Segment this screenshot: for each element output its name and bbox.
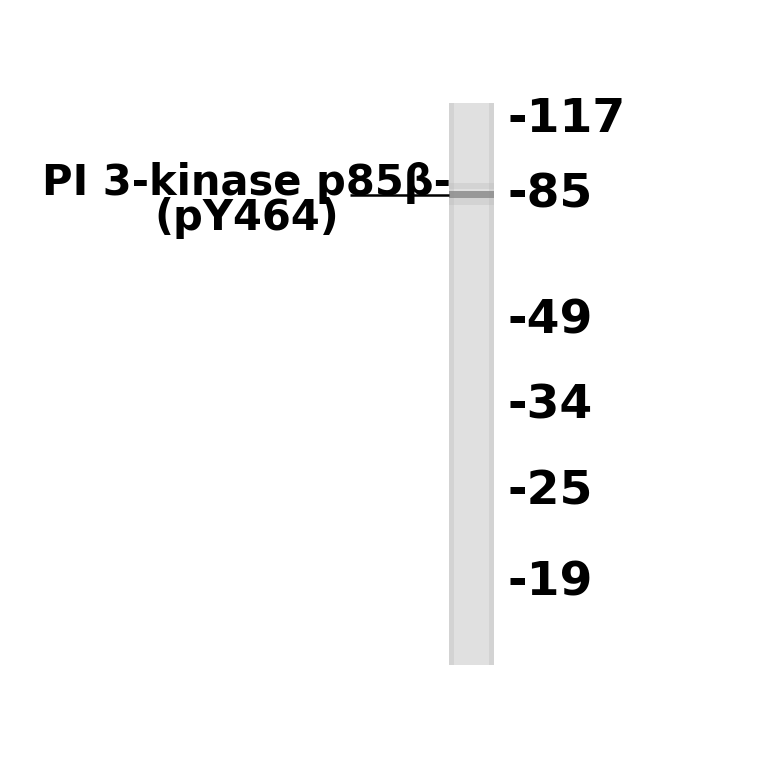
Bar	[449, 103, 454, 665]
Text: -19: -19	[507, 560, 592, 605]
Bar	[449, 199, 494, 205]
Bar	[489, 103, 494, 665]
Text: PI 3-kinase p85β-: PI 3-kinase p85β-	[42, 162, 451, 204]
Text: (pY464): (pY464)	[154, 197, 339, 239]
Text: -85: -85	[507, 172, 592, 217]
Bar	[449, 191, 494, 199]
Text: -25: -25	[507, 469, 592, 514]
Text: -34: -34	[507, 384, 592, 429]
Text: -117: -117	[507, 98, 625, 142]
Bar	[449, 183, 494, 189]
Text: -49: -49	[507, 299, 592, 344]
Bar	[449, 103, 494, 665]
